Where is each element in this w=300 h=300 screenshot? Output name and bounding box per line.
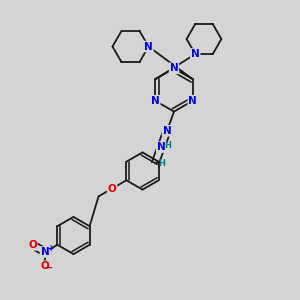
Text: N: N (188, 96, 197, 106)
Text: O: O (28, 240, 37, 250)
Text: O: O (40, 261, 49, 272)
Text: N: N (144, 41, 153, 52)
Text: +: + (47, 244, 53, 253)
Text: O: O (108, 184, 116, 194)
Text: −: − (45, 263, 53, 273)
Text: H: H (158, 159, 165, 168)
Text: H: H (164, 141, 171, 150)
Text: N: N (163, 126, 171, 136)
Text: N: N (151, 96, 160, 106)
Text: N: N (191, 49, 200, 59)
Text: N: N (169, 63, 178, 74)
Text: N: N (40, 247, 49, 257)
Text: N: N (157, 142, 166, 152)
